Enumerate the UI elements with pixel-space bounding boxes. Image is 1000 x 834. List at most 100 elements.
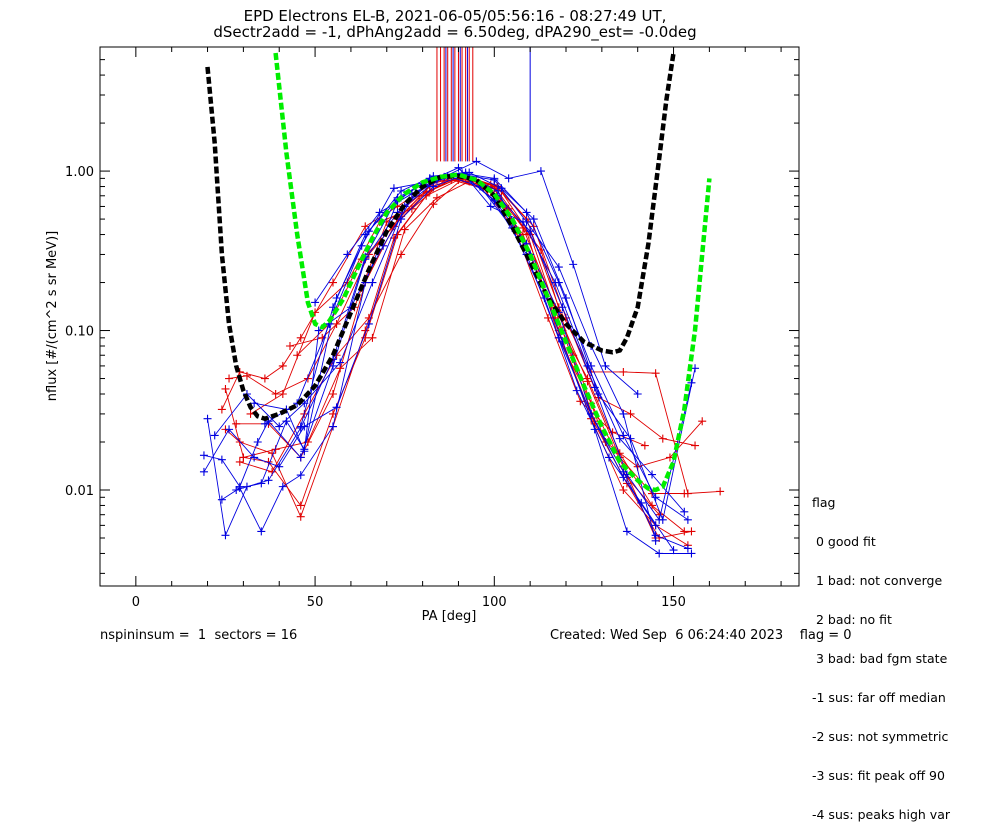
blue-data-point — [203, 414, 212, 423]
red-data-point — [626, 409, 635, 418]
blue-data-point — [651, 536, 660, 545]
legend-item: -2 sus: not symmetric — [812, 729, 949, 744]
red-series-line — [236, 177, 721, 494]
red-data-point — [296, 333, 305, 342]
blue-data-point — [680, 507, 689, 516]
blue-data-point — [250, 399, 259, 408]
red-data-point — [680, 489, 689, 498]
red-data-point — [329, 278, 337, 287]
legend-item: 1 bad: not converge — [812, 573, 943, 588]
red-data-point — [583, 377, 592, 386]
red-data-point — [432, 193, 441, 202]
blue-data-point — [691, 364, 700, 373]
blue-data-point — [637, 498, 646, 507]
blue-series-line — [300, 174, 657, 541]
blue-data-point — [397, 187, 406, 196]
red-data-point — [271, 389, 280, 398]
y-tick-label: 1.00 — [65, 165, 94, 180]
blue-data-point — [210, 431, 219, 440]
blue-data-point — [658, 515, 667, 524]
red-data-point — [239, 453, 248, 462]
red-data-point — [619, 367, 628, 376]
blue-data-point — [389, 184, 398, 193]
red-data-point — [285, 341, 294, 350]
legend-item: 3 bad: bad fgm state — [812, 651, 948, 666]
red-data-point — [232, 419, 241, 428]
x-tick-label: 150 — [661, 595, 686, 610]
red-data-point — [278, 361, 287, 370]
blue-data-point — [572, 386, 581, 395]
blue-data-point — [364, 319, 373, 328]
red-data-point — [271, 445, 280, 454]
blue-data-point — [282, 417, 291, 426]
blue-data-point — [601, 361, 610, 370]
blue-data-point — [490, 175, 499, 184]
red-data-point — [235, 457, 244, 466]
blue-data-point — [554, 263, 563, 272]
red-data-point — [242, 371, 251, 380]
blue-data-point — [683, 515, 692, 524]
red-data-point — [698, 417, 707, 426]
red-data-point — [640, 441, 649, 450]
blue-series-line — [221, 173, 689, 549]
blue-data-point — [343, 250, 352, 259]
blue-series-line — [203, 174, 692, 554]
red-data-point — [217, 405, 226, 414]
blue-data-point — [221, 531, 230, 540]
red-data-point — [691, 441, 700, 450]
red-data-point — [296, 512, 305, 521]
blue-data-point — [257, 527, 266, 536]
y-axis-label: nflux [#/(cm^2 s sr MeV)] — [45, 231, 60, 401]
red-data-point — [429, 200, 438, 209]
x-axis-label: PA [deg] — [422, 609, 477, 624]
chart-subtitle: dSectr2add = -1, dPhAng2add = 6.50deg, d… — [213, 23, 697, 41]
blue-data-point — [583, 361, 592, 370]
red-data-point — [397, 250, 406, 259]
blue-data-point — [486, 202, 495, 211]
blue-data-point — [669, 546, 678, 555]
x-tick-label: 50 — [307, 595, 324, 610]
blue-series-line — [236, 172, 689, 521]
flag-legend: flag 0 good fit 1 bad: not converge 2 ba… — [812, 470, 950, 834]
axes: 0 50 100 150 0.01 0.10 1.00 — [65, 46, 799, 610]
blue-data-point — [651, 521, 660, 530]
blue-data-point — [253, 437, 262, 446]
blue-data-point — [615, 434, 624, 443]
red-data-point — [658, 434, 667, 443]
red-data-point — [368, 333, 377, 342]
red-series-line — [239, 175, 660, 515]
red-data-point — [293, 351, 302, 360]
red-data-point — [260, 374, 269, 383]
blue-data-point — [472, 157, 481, 166]
x-tick-label: 100 — [482, 595, 507, 610]
blue-data-point — [529, 215, 538, 224]
blue-data-point — [683, 544, 692, 553]
red-data-point — [329, 389, 337, 398]
plot-frame — [99, 46, 800, 587]
blue-data-point — [336, 358, 345, 367]
blue-data-point — [278, 482, 287, 491]
blue-data-point — [375, 208, 384, 217]
red-data-point — [361, 222, 370, 231]
blue-data-point — [648, 470, 657, 479]
chart-title: EPD Electrons EL-B, 2021-06-05/05:56:16 … — [243, 7, 667, 25]
blue-data-point — [314, 326, 323, 335]
blue-data-point — [250, 453, 259, 462]
blue-data-point — [311, 298, 320, 307]
blue-data-point — [522, 208, 531, 217]
blue-data-point — [217, 455, 226, 464]
footer-right: Created: Wed Sep 6 06:24:40 2023 flag = … — [550, 628, 852, 643]
blue-data-point — [465, 168, 474, 177]
red-series-line — [225, 179, 685, 532]
red-data-point — [225, 374, 234, 383]
red-data-point — [400, 225, 409, 234]
red-data-point — [651, 369, 660, 378]
legend-item: 2 bad: no fit — [812, 612, 892, 627]
blue-data-point — [264, 476, 273, 485]
red-data-point — [687, 527, 696, 536]
blue-data-point — [260, 419, 269, 428]
fit-curves — [205, 52, 712, 493]
blue-data-point — [687, 549, 696, 558]
blue-data-point — [332, 403, 341, 412]
blue-data-point — [551, 278, 560, 287]
